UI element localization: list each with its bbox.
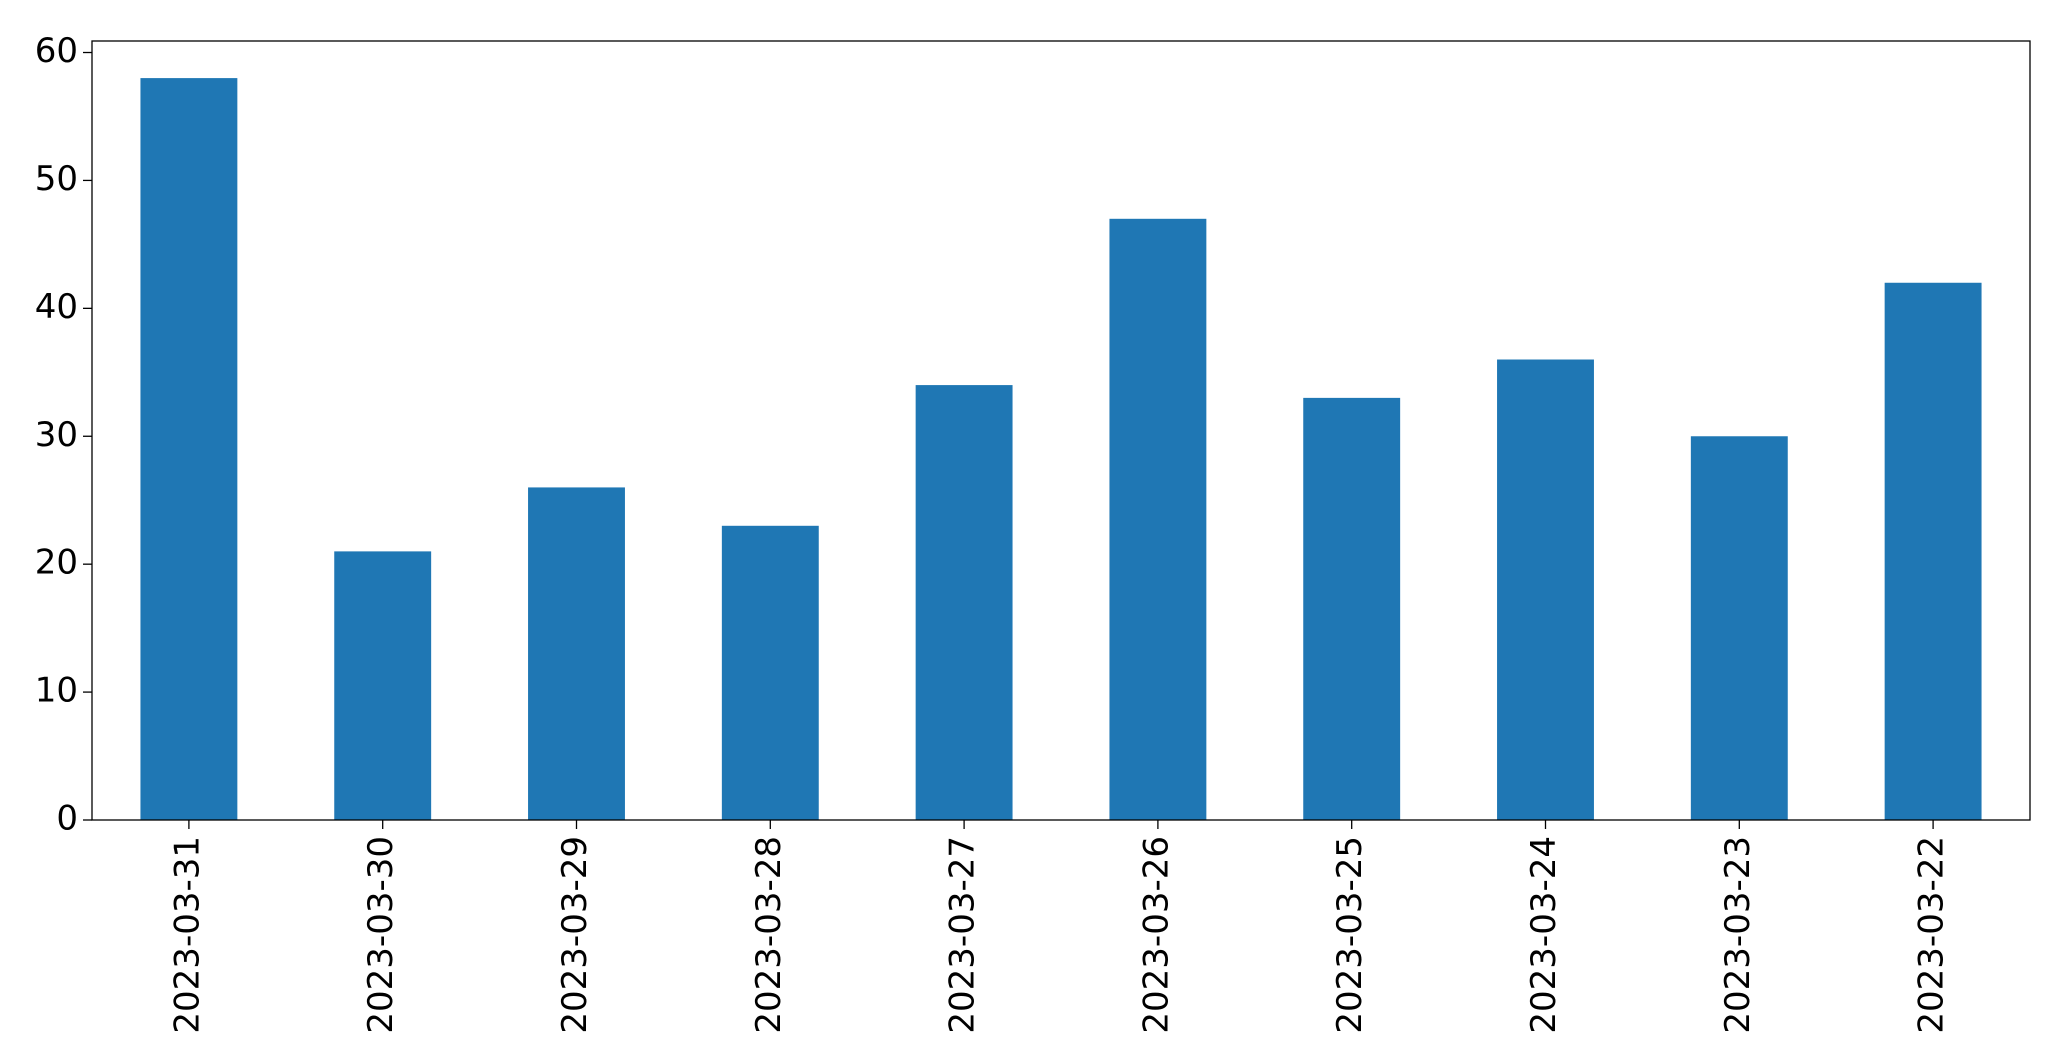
bar: [1303, 397, 1401, 820]
bar: [140, 78, 238, 821]
plot-frame: [91, 40, 2031, 821]
y-tick-label: 30: [35, 415, 78, 455]
bar: [1497, 359, 1594, 820]
x-tick-label: 2023-03-31: [167, 836, 207, 1034]
x-tick-label: 2023-03-28: [749, 836, 789, 1034]
y-tick-label: 50: [35, 159, 78, 199]
bar: [1109, 218, 1207, 820]
x-tick-label: 2023-03-25: [1330, 836, 1370, 1034]
y-tick-label: 20: [35, 543, 78, 583]
bar: [915, 385, 1013, 820]
y-tick-label: 60: [35, 31, 78, 71]
x-tick-label: 2023-03-22: [1912, 836, 1952, 1034]
x-tick-label: 2023-03-26: [1136, 836, 1176, 1034]
bar: [334, 551, 432, 820]
bar: [1884, 282, 1982, 820]
y-tick-label: 40: [35, 287, 78, 327]
bar: [1690, 436, 1788, 820]
bar: [528, 487, 625, 820]
y-tick-label: 0: [56, 799, 78, 839]
x-tick-label: 2023-03-29: [555, 836, 595, 1034]
x-tick-label: 2023-03-27: [943, 836, 983, 1034]
y-tick-label: 10: [35, 671, 78, 711]
x-tick-label: 2023-03-30: [361, 836, 401, 1034]
x-tick-label: 2023-03-23: [1718, 836, 1758, 1034]
x-tick-label: 2023-03-24: [1524, 836, 1564, 1034]
bar: [721, 525, 819, 820]
